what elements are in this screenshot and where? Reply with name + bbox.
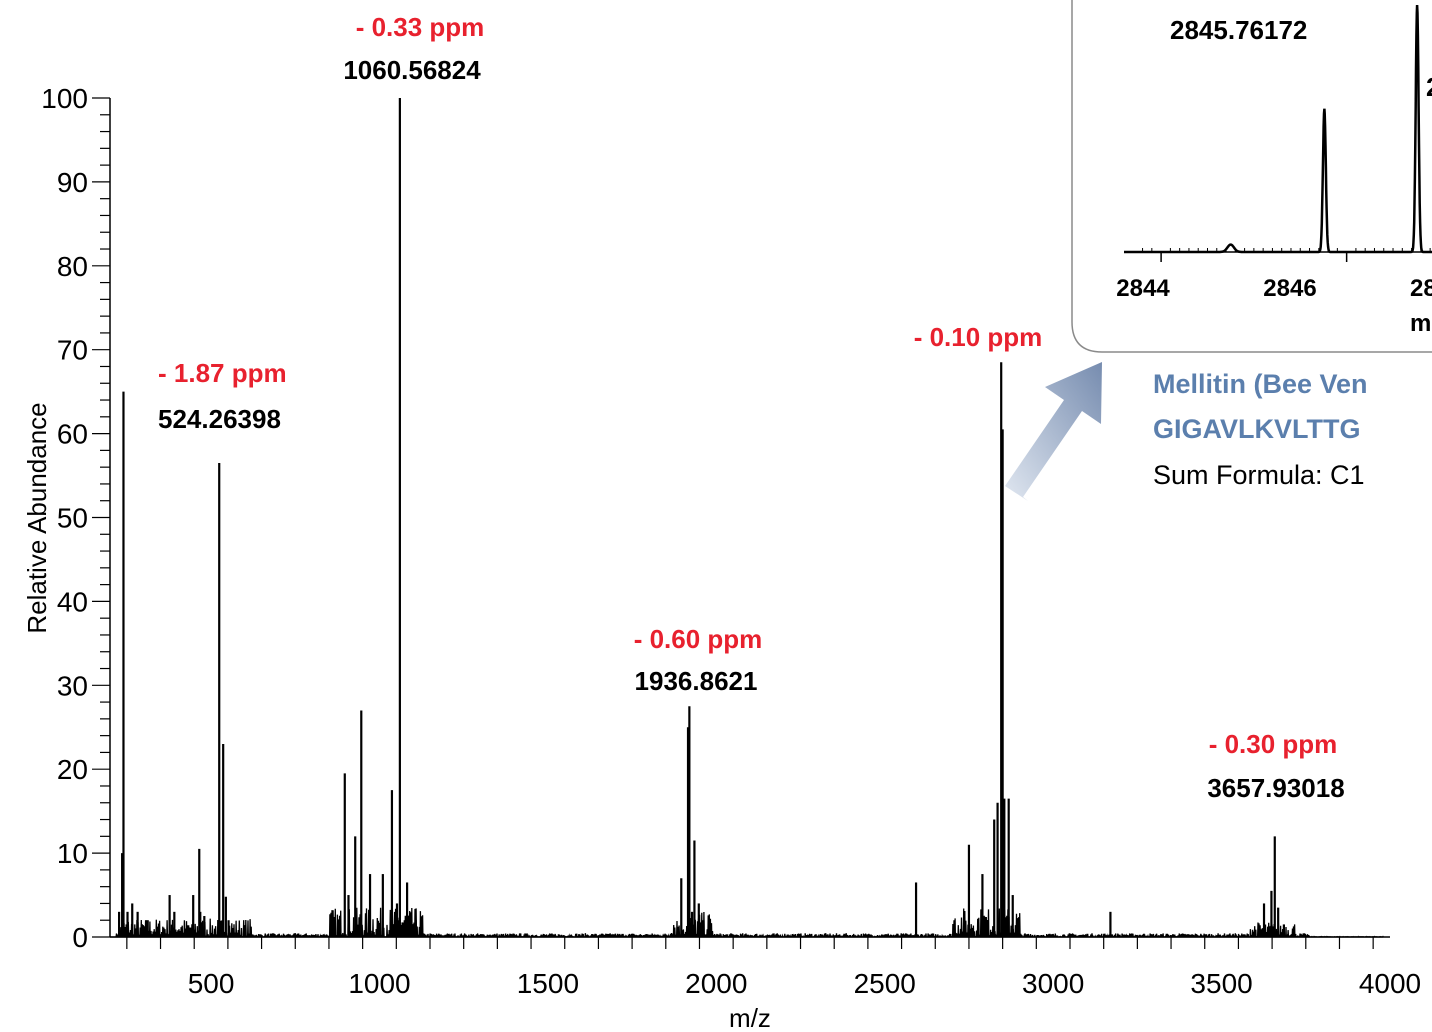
x-tick-label: 1500: [517, 968, 579, 999]
x-tick-label: 1000: [348, 968, 410, 999]
y-tick-label: 60: [57, 419, 88, 450]
y-tick-label: 10: [57, 838, 88, 869]
x-tick-label: 3000: [1022, 968, 1084, 999]
y-tick-label: 100: [41, 83, 88, 114]
y-tick-label: 40: [57, 586, 88, 617]
x-tick-label: 4000: [1359, 968, 1421, 999]
annotation-ppm-524: - 1.87 ppm: [158, 358, 287, 388]
x-tick-label: 500: [188, 968, 235, 999]
inset-peak-label: 2845.76172: [1170, 15, 1307, 45]
inset-isotope-trace: [1124, 4, 1432, 254]
annotation-ppm-1060: - 0.33 ppm: [356, 12, 485, 42]
inset-pointer-arrow: [1005, 362, 1102, 501]
compound-formula: Sum Formula: C1: [1153, 460, 1365, 490]
y-tick-label: 80: [57, 251, 88, 282]
inset-panel: 2844 2846 28 m 2845.76172 2: [1071, 0, 1432, 353]
spectrum-peaks: [117, 98, 1285, 937]
x-axis-title: m/z: [729, 1003, 771, 1032]
annotation-ppm-1936: - 0.60 ppm: [634, 624, 763, 654]
inset-xlabel-partial: m: [1410, 310, 1431, 337]
x-tick-label: 2500: [854, 968, 916, 999]
x-tick-label: 2000: [685, 968, 747, 999]
y-tick-label: 70: [57, 335, 88, 366]
inset-tick-label-2846: 2846: [1263, 275, 1316, 302]
y-axis-title: Relative Abundance: [22, 402, 52, 633]
y-tick-label: 30: [57, 670, 88, 701]
compound-name: Mellitin (Bee Ven: [1153, 369, 1368, 399]
y-tick-label: 20: [57, 754, 88, 785]
annotation-ppm-2845: - 0.10 ppm: [914, 322, 1043, 352]
annotation-mz-1060: 1060.56824: [343, 55, 481, 85]
y-tick-label: 50: [57, 503, 88, 534]
annotation-mz-3657: 3657.93018: [1207, 773, 1344, 803]
annotation-mz-1936: 1936.8621: [635, 666, 758, 696]
compound-sequence: GIGAVLKVLTTG: [1153, 414, 1360, 444]
annotation-ppm-3657: - 0.30 ppm: [1209, 729, 1338, 759]
y-tick-label: 0: [72, 922, 88, 953]
x-axis-ticks: 500 1000 1500 2000 2500 3000 3500 4000: [126, 937, 1421, 999]
inset-frame: [1071, 0, 1432, 353]
annotation-mz-524: 524.26398: [158, 404, 281, 434]
inset-partial-peak-label: 2: [1426, 72, 1432, 102]
y-tick-label: 90: [57, 167, 88, 198]
x-tick-label: 3500: [1190, 968, 1252, 999]
inset-tick-label-2844: 2844: [1116, 275, 1170, 302]
y-axis-ticks: 0 10 20 30 40 50 60 70 80 90 100: [41, 83, 110, 953]
inset-tick-label-partial: 28: [1410, 275, 1432, 302]
baseline-noise: [110, 907, 1384, 938]
